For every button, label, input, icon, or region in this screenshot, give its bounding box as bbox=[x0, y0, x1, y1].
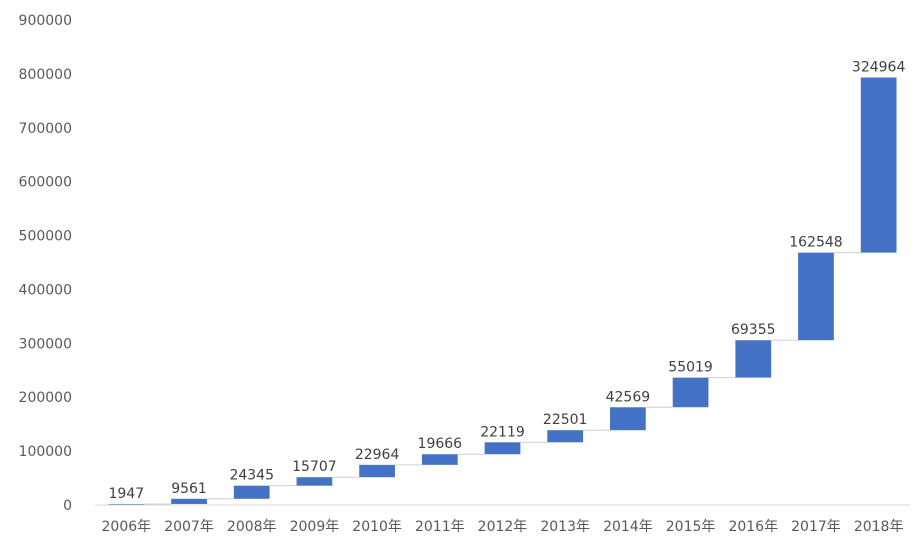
x-tick-label: 2006年 bbox=[102, 519, 152, 535]
x-tick-label: 2016年 bbox=[728, 519, 778, 535]
bar-2014 bbox=[610, 407, 646, 431]
bar-2018 bbox=[860, 77, 897, 253]
bars bbox=[108, 77, 897, 506]
data-label: 15707 bbox=[292, 459, 337, 475]
data-label: 55019 bbox=[668, 360, 713, 376]
bar-2010 bbox=[359, 464, 395, 478]
y-tick-label: 600000 bbox=[19, 175, 72, 191]
y-tick-label: 800000 bbox=[19, 67, 72, 83]
bar-2008 bbox=[233, 485, 270, 499]
connector-lines bbox=[144, 252, 861, 505]
data-label: 22964 bbox=[355, 447, 400, 463]
y-tick-label: 500000 bbox=[19, 229, 72, 245]
data-label: 22501 bbox=[543, 412, 588, 428]
x-tick-label: 2017年 bbox=[791, 519, 841, 535]
bar-2015 bbox=[672, 377, 709, 408]
y-tick-label: 300000 bbox=[19, 336, 72, 352]
x-tick-label: 2012年 bbox=[478, 519, 528, 535]
data-labels: 1947 9561 24345 15707 22964 19666 22119 22501 42… bbox=[109, 60, 906, 502]
data-label: 42569 bbox=[606, 389, 651, 405]
x-axis: 2006年 2007年 2008年 2009年 2010年 2011年 2012年 2013年… bbox=[95, 504, 910, 535]
x-tick-label: 2010年 bbox=[352, 519, 402, 535]
bar-2012 bbox=[484, 442, 521, 455]
bar-2017 bbox=[798, 252, 834, 341]
data-label: 9561 bbox=[171, 481, 207, 497]
y-tick-label: 400000 bbox=[19, 282, 72, 298]
y-axis: 0 100000 200000 300000 400000 500000 600000 700… bbox=[19, 13, 72, 514]
bar-2007 bbox=[171, 498, 207, 504]
data-label: 19666 bbox=[418, 436, 463, 452]
x-tick-label: 2007年 bbox=[164, 519, 214, 535]
y-tick-label: 100000 bbox=[19, 444, 72, 460]
bar-2011 bbox=[421, 454, 458, 465]
x-tick-label: 2014年 bbox=[603, 519, 653, 535]
data-label: 22119 bbox=[480, 424, 525, 440]
bar-2009 bbox=[296, 477, 333, 486]
data-label: 162548 bbox=[789, 235, 842, 251]
data-label: 69355 bbox=[731, 322, 776, 338]
x-tick-label: 2018年 bbox=[854, 519, 904, 535]
y-tick-label: 900000 bbox=[19, 13, 72, 29]
x-tick-label: 2011年 bbox=[415, 519, 465, 535]
y-tick-label: 0 bbox=[63, 498, 72, 514]
bar-2016 bbox=[735, 340, 772, 378]
data-label: 1947 bbox=[109, 486, 145, 502]
y-tick-label: 700000 bbox=[19, 121, 72, 137]
y-tick-label: 200000 bbox=[19, 390, 72, 406]
data-label: 24345 bbox=[229, 468, 274, 484]
x-tick-label: 2009年 bbox=[290, 519, 340, 535]
x-tick-label: 2015年 bbox=[666, 519, 716, 535]
x-tick-label: 2013年 bbox=[540, 519, 590, 535]
data-label: 324964 bbox=[852, 60, 906, 76]
x-tick-label: 2008年 bbox=[227, 519, 277, 535]
bar-2013 bbox=[547, 430, 584, 443]
